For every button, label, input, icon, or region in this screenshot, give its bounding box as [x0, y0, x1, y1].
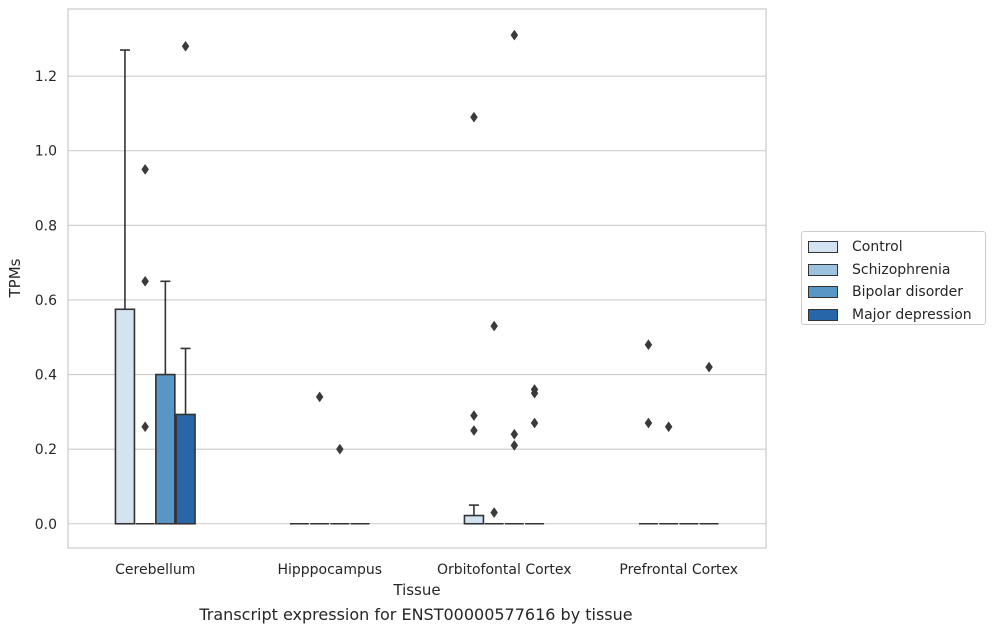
y-tick-label: 1.2: [35, 69, 57, 85]
legend-swatch-control: [808, 241, 838, 254]
outlier-point: [181, 40, 190, 52]
box-group: [135, 163, 155, 525]
box-rect: [114, 308, 136, 525]
box-group: [463, 111, 485, 525]
x-tick-label: Prefrontal Cortex: [619, 562, 738, 578]
y-tick-label: 0.0: [35, 517, 57, 533]
y-tick-label: 0.4: [35, 368, 57, 384]
outlier-point: [705, 361, 713, 373]
x-tick-label: Hipppocampus: [277, 562, 382, 578]
y-tick-label: 1.0: [35, 144, 57, 160]
box-group: [525, 384, 545, 525]
outlier-point: [336, 443, 344, 455]
box-group: [504, 29, 524, 525]
x-tick-label: Cerebellum: [115, 562, 195, 578]
box-group: [330, 443, 350, 525]
box-group: [638, 339, 658, 525]
box-rect: [155, 373, 176, 525]
x-tick-labels: Cerebellum Hipppocampus Orbitofontal Corte…: [115, 562, 738, 578]
legend-swatch-depression: [808, 308, 838, 321]
y-tick-label: 0.8: [35, 218, 57, 234]
outlier-point: [644, 417, 653, 429]
outlier-point: [530, 387, 539, 399]
box-group: [114, 49, 136, 525]
boxes-layer: [114, 29, 719, 525]
outlier-point: [490, 507, 498, 518]
legend-item: Schizophrenia: [808, 259, 979, 282]
plot-frame: [67, 8, 767, 549]
y-tick-label: 0.2: [35, 442, 57, 458]
outlier-point: [470, 111, 478, 123]
outlier-point: [141, 163, 149, 175]
outlier-point: [315, 391, 324, 403]
outlier-point: [664, 421, 673, 433]
outlier-point: [490, 320, 498, 332]
legend-label: Schizophrenia: [852, 261, 951, 278]
legend-swatch-bipolar: [808, 286, 838, 299]
outlier-point: [644, 339, 653, 351]
legend-label: Bipolar disorder: [852, 284, 964, 301]
box-group: [484, 320, 504, 525]
legend-item: Control: [808, 236, 979, 259]
box-group: [310, 391, 330, 525]
box-group: [659, 421, 679, 525]
figure-caption: Transcript expression for ENST0000057761…: [199, 605, 633, 624]
outlier-point: [470, 410, 478, 422]
outlier-point: [141, 421, 149, 433]
box-group: [155, 280, 176, 525]
x-axis-title: Tissue: [392, 581, 440, 599]
box-rect: [175, 413, 196, 525]
legend-label: Control: [852, 239, 903, 256]
outlier-point: [510, 29, 519, 41]
legend-item: Major depression: [808, 304, 979, 327]
x-tick-label: Orbitofontal Cortex: [437, 562, 572, 578]
legend-item: Bipolar disorder: [808, 281, 979, 304]
legend-swatch-schizophrenia: [808, 263, 838, 276]
box-group: [175, 40, 196, 525]
outlier-point: [470, 425, 478, 436]
outlier-point: [141, 275, 149, 287]
outlier-point: [510, 428, 519, 440]
box-rect: [463, 514, 485, 525]
outlier-point: [510, 439, 519, 451]
legend-label: Major depression: [852, 306, 972, 323]
outlier-point: [530, 417, 539, 429]
y-tick-labels: 0.0 0.2 0.4 0.6 0.8 1.0 1.2: [35, 69, 57, 533]
y-tick-label: 0.6: [35, 293, 57, 309]
y-axis-title: TPMs: [6, 258, 24, 298]
box-group: [699, 361, 719, 525]
legend: Control Schizophrenia Bipolar disorder M…: [801, 231, 986, 325]
